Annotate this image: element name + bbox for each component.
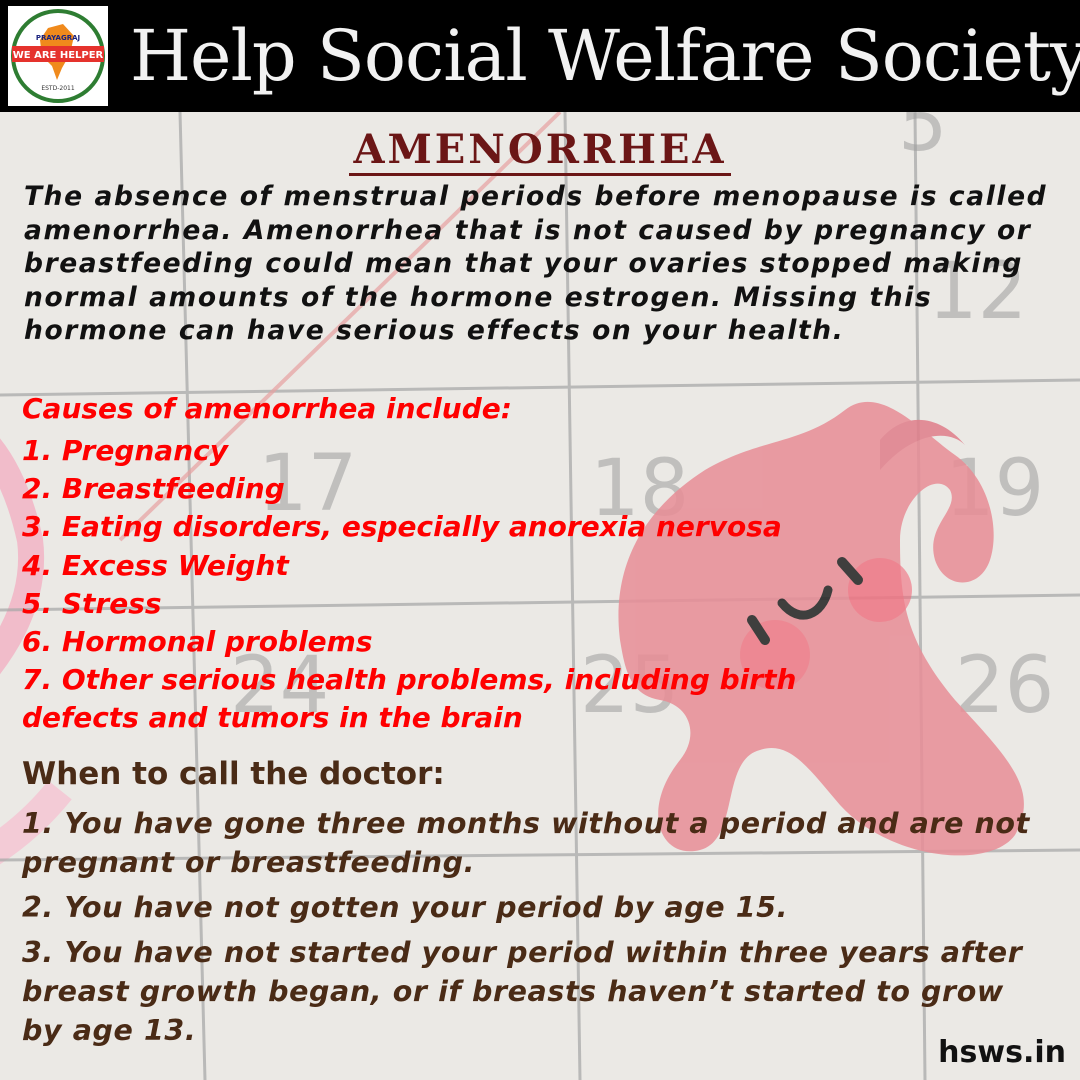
intro-paragraph: The absence of menstrual periods before … xyxy=(24,181,1048,346)
doctor-item: 3. You have not started your period with… xyxy=(22,936,1023,1047)
logo-motto: WE ARE HELPER xyxy=(13,50,104,61)
cause-item: 7. Other serious health problems, includ… xyxy=(22,663,797,735)
cause-item: 6. Hormonal problems xyxy=(22,625,373,659)
page-title: AMENORRHEA xyxy=(0,126,1080,176)
website-link[interactable]: hsws.in xyxy=(938,1035,1066,1070)
doctor-heading: When to call the doctor: xyxy=(22,756,445,792)
cause-item: 5. Stress xyxy=(22,586,162,620)
causes-list: 1. Pregnancy 2. Breastfeeding 3. Eating … xyxy=(22,432,922,738)
page-title-text: AMENORRHEA xyxy=(349,126,731,176)
cause-item: 2. Breastfeeding xyxy=(22,472,285,506)
calendar-day: 24 xyxy=(230,641,329,731)
uterus-illustration xyxy=(618,401,1024,856)
causes-heading: Causes of amenorrhea include: xyxy=(22,392,512,425)
doctor-item: 2. You have not gotten your period by ag… xyxy=(22,891,789,924)
cause-item: 1. Pregnancy xyxy=(22,434,228,467)
logo-city: PRAYAGRAJ xyxy=(36,34,80,42)
logo-estd: ESTD-2011 xyxy=(41,85,75,92)
calendar-day: 12 xyxy=(928,247,1027,337)
doctor-item: 1. You have gone three months without a … xyxy=(22,807,1030,879)
header-bar: WE ARE HELPER PRAYAGRAJ ESTD-2011 Help S… xyxy=(0,0,1080,112)
brand-name: Help Social Welfare Society xyxy=(130,15,1080,97)
cause-item: 3. Eating disorders, especially anorexia… xyxy=(22,510,782,544)
calendar-day: 17 xyxy=(258,439,357,529)
cause-item: 4. Excess Weight xyxy=(22,548,289,582)
society-logo: WE ARE HELPER PRAYAGRAJ ESTD-2011 xyxy=(8,6,108,106)
doctor-list: 1. You have gone three months without a … xyxy=(22,804,1052,1056)
calendar-day: 26 xyxy=(955,641,1054,731)
